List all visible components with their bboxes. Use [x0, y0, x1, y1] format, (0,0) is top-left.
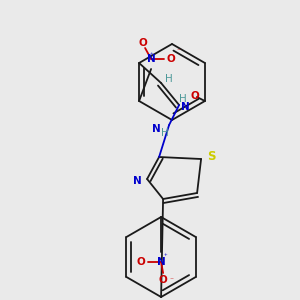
Text: O: O	[137, 257, 146, 267]
Text: H: H	[179, 94, 187, 104]
Text: N: N	[147, 54, 155, 64]
Text: ⁺: ⁺	[163, 254, 167, 260]
Text: S: S	[207, 149, 215, 163]
Text: H: H	[165, 74, 173, 84]
Text: N: N	[152, 124, 161, 134]
Text: O: O	[190, 91, 199, 101]
Text: O: O	[139, 38, 148, 48]
Text: N: N	[133, 176, 142, 186]
Text: ⁺: ⁺	[149, 53, 153, 59]
Text: ⁻: ⁻	[169, 275, 173, 284]
Text: N: N	[181, 102, 190, 112]
Text: O: O	[159, 275, 167, 285]
Text: ⁻: ⁻	[176, 46, 180, 55]
Text: N: N	[157, 257, 166, 267]
Text: H: H	[161, 128, 169, 138]
Text: O: O	[167, 54, 176, 64]
